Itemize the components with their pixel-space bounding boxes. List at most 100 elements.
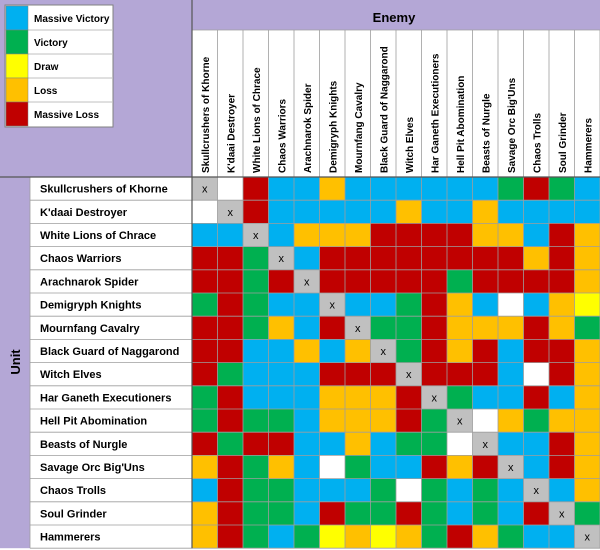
cell-k-daai-destroyer-vs-hammerers xyxy=(574,200,600,224)
row-label-black-guard-of-naggarond: Black Guard of Naggarond xyxy=(40,346,179,358)
cell-white-lions-of-chrace-vs-hell-pit-abomination xyxy=(447,223,473,247)
legend-swatch-loss xyxy=(5,77,29,103)
cell-demigryph-knights-vs-chaos-warriors xyxy=(268,293,294,317)
self-matchup-marker: x xyxy=(330,300,336,312)
cell-hell-pit-abomination-vs-hell-pit-abomination xyxy=(447,409,473,433)
cell-hammerers-vs-har-ganeth-executioners xyxy=(421,525,447,549)
cell-demigryph-knights-vs-chaos-trolls xyxy=(523,293,549,317)
cell-white-lions-of-chrace-vs-beasts-of-nurgle xyxy=(472,223,498,247)
cell-k-daai-destroyer-vs-white-lions-of-chrace xyxy=(243,200,269,224)
cell-skullcrushers-of-khorne-vs-skullcrushers-of-khorne xyxy=(192,177,218,201)
cell-hell-pit-abomination-vs-mournfang-cavalry xyxy=(345,409,371,433)
self-matchup-marker: x xyxy=(483,439,489,451)
cell-white-lions-of-chrace-vs-soul-grinder xyxy=(549,223,575,247)
unit-row-labels: Skullcrushers of Khorne K'daai Destroyer W… xyxy=(40,184,179,544)
cell-chaos-trolls-vs-mournfang-cavalry xyxy=(345,478,371,502)
cell-savage-orc-big-uns-vs-hammerers xyxy=(574,455,600,479)
cell-demigryph-knights-vs-hell-pit-abomination xyxy=(447,293,473,317)
cell-witch-elves-vs-chaos-trolls xyxy=(523,362,549,386)
cell-beasts-of-nurgle-vs-chaos-trolls xyxy=(523,432,549,456)
cell-hammerers-vs-beasts-of-nurgle xyxy=(472,525,498,549)
cell-demigryph-knights-vs-skullcrushers-of-khorne xyxy=(192,293,218,317)
cell-beasts-of-nurgle-vs-hammerers xyxy=(574,432,600,456)
cell-har-ganeth-executioners-vs-white-lions-of-chrace xyxy=(243,385,269,409)
cell-hammerers-vs-black-guard-of-naggarond xyxy=(370,525,396,549)
cell-black-guard-of-naggarond-vs-chaos-trolls xyxy=(523,339,549,363)
cell-skullcrushers-of-khorne-vs-white-lions-of-chrace xyxy=(243,177,269,201)
cell-savage-orc-big-uns-vs-witch-elves xyxy=(396,455,422,479)
cell-white-lions-of-chrace-vs-white-lions-of-chrace xyxy=(243,223,269,247)
self-matchup-marker: x xyxy=(559,508,565,520)
cell-hell-pit-abomination-vs-witch-elves xyxy=(396,409,422,433)
cell-chaos-trolls-vs-har-ganeth-executioners xyxy=(421,478,447,502)
column-label-savage-orc-big-uns: Savage Orc Big'Uns xyxy=(507,77,518,173)
cell-soul-grinder-vs-skullcrushers-of-khorne xyxy=(192,501,218,525)
cell-chaos-warriors-vs-white-lions-of-chrace xyxy=(243,246,269,270)
cell-beasts-of-nurgle-vs-savage-orc-big-uns xyxy=(498,432,524,456)
cell-har-ganeth-executioners-vs-chaos-warriors xyxy=(268,385,294,409)
cell-demigryph-knights-vs-demigryph-knights xyxy=(319,293,345,317)
cell-hell-pit-abomination-vs-k-daai-destroyer xyxy=(217,409,243,433)
cell-witch-elves-vs-k-daai-destroyer xyxy=(217,362,243,386)
column-label-demigryph-knights: Demigryph Knights xyxy=(328,80,339,173)
cell-soul-grinder-vs-witch-elves xyxy=(396,501,422,525)
cell-beasts-of-nurgle-vs-soul-grinder xyxy=(549,432,575,456)
enemy-column-labels: Skullcrushers of Khorne K'daai Destroyer W… xyxy=(201,46,595,173)
cell-black-guard-of-naggarond-vs-skullcrushers-of-khorne xyxy=(192,339,218,363)
cell-hammerers-vs-arachnarok-spider xyxy=(294,525,320,549)
cell-savage-orc-big-uns-vs-demigryph-knights xyxy=(319,455,345,479)
cell-witch-elves-vs-white-lions-of-chrace xyxy=(243,362,269,386)
cell-skullcrushers-of-khorne-vs-savage-orc-big-uns xyxy=(498,177,524,201)
enemy-axis-title: Enemy xyxy=(373,10,416,25)
cell-beasts-of-nurgle-vs-demigryph-knights xyxy=(319,432,345,456)
cell-white-lions-of-chrace-vs-mournfang-cavalry xyxy=(345,223,371,247)
cell-hammerers-vs-skullcrushers-of-khorne xyxy=(192,525,218,549)
cell-mournfang-cavalry-vs-demigryph-knights xyxy=(319,316,345,340)
cell-beasts-of-nurgle-vs-chaos-warriors xyxy=(268,432,294,456)
cell-black-guard-of-naggarond-vs-beasts-of-nurgle xyxy=(472,339,498,363)
cell-chaos-warriors-vs-mournfang-cavalry xyxy=(345,246,371,270)
cell-white-lions-of-chrace-vs-black-guard-of-naggarond xyxy=(370,223,396,247)
cell-beasts-of-nurgle-vs-mournfang-cavalry xyxy=(345,432,371,456)
cell-beasts-of-nurgle-vs-k-daai-destroyer xyxy=(217,432,243,456)
cell-chaos-trolls-vs-beasts-of-nurgle xyxy=(472,478,498,502)
cell-demigryph-knights-vs-soul-grinder xyxy=(549,293,575,317)
cell-demigryph-knights-vs-black-guard-of-naggarond xyxy=(370,293,396,317)
cell-mournfang-cavalry-vs-har-ganeth-executioners xyxy=(421,316,447,340)
cell-soul-grinder-vs-chaos-trolls xyxy=(523,501,549,525)
cell-demigryph-knights-vs-beasts-of-nurgle xyxy=(472,293,498,317)
cell-hammerers-vs-hammerers xyxy=(574,525,600,549)
legend-label-draw: Draw xyxy=(34,62,59,73)
column-label-har-ganeth-executioners: Har Ganeth Executioners xyxy=(430,53,441,173)
cell-hell-pit-abomination-vs-demigryph-knights xyxy=(319,409,345,433)
cell-k-daai-destroyer-vs-k-daai-destroyer xyxy=(217,200,243,224)
cell-savage-orc-big-uns-vs-black-guard-of-naggarond xyxy=(370,455,396,479)
row-label-mournfang-cavalry: Mournfang Cavalry xyxy=(40,323,141,335)
self-matchup-marker: x xyxy=(457,416,463,428)
cell-beasts-of-nurgle-vs-black-guard-of-naggarond xyxy=(370,432,396,456)
cell-white-lions-of-chrace-vs-hammerers xyxy=(574,223,600,247)
cell-witch-elves-vs-skullcrushers-of-khorne xyxy=(192,362,218,386)
legend-label-victory: Victory xyxy=(34,38,68,49)
cell-har-ganeth-executioners-vs-hammerers xyxy=(574,385,600,409)
cell-savage-orc-big-uns-vs-savage-orc-big-uns xyxy=(498,455,524,479)
cell-hell-pit-abomination-vs-arachnarok-spider xyxy=(294,409,320,433)
cell-har-ganeth-executioners-vs-savage-orc-big-uns xyxy=(498,385,524,409)
cell-black-guard-of-naggarond-vs-black-guard-of-naggarond xyxy=(370,339,396,363)
cell-chaos-warriors-vs-arachnarok-spider xyxy=(294,246,320,270)
cell-beasts-of-nurgle-vs-skullcrushers-of-khorne xyxy=(192,432,218,456)
cell-k-daai-destroyer-vs-hell-pit-abomination xyxy=(447,200,473,224)
cell-witch-elves-vs-chaos-warriors xyxy=(268,362,294,386)
cell-savage-orc-big-uns-vs-beasts-of-nurgle xyxy=(472,455,498,479)
cell-beasts-of-nurgle-vs-witch-elves xyxy=(396,432,422,456)
cell-arachnarok-spider-vs-white-lions-of-chrace xyxy=(243,269,269,293)
legend-swatch-massive-victory xyxy=(5,5,29,31)
cell-har-ganeth-executioners-vs-har-ganeth-executioners xyxy=(421,385,447,409)
cell-hell-pit-abomination-vs-black-guard-of-naggarond xyxy=(370,409,396,433)
row-label-hell-pit-abomination: Hell Pit Abomination xyxy=(40,416,147,428)
cell-har-ganeth-executioners-vs-skullcrushers-of-khorne xyxy=(192,385,218,409)
column-label-skullcrushers-of-khorne: Skullcrushers of Khorne xyxy=(201,56,212,173)
column-label-soul-grinder: Soul Grinder xyxy=(558,112,569,173)
column-label-black-guard-of-naggarond: Black Guard of Naggarond xyxy=(379,46,390,173)
cell-mournfang-cavalry-vs-skullcrushers-of-khorne xyxy=(192,316,218,340)
